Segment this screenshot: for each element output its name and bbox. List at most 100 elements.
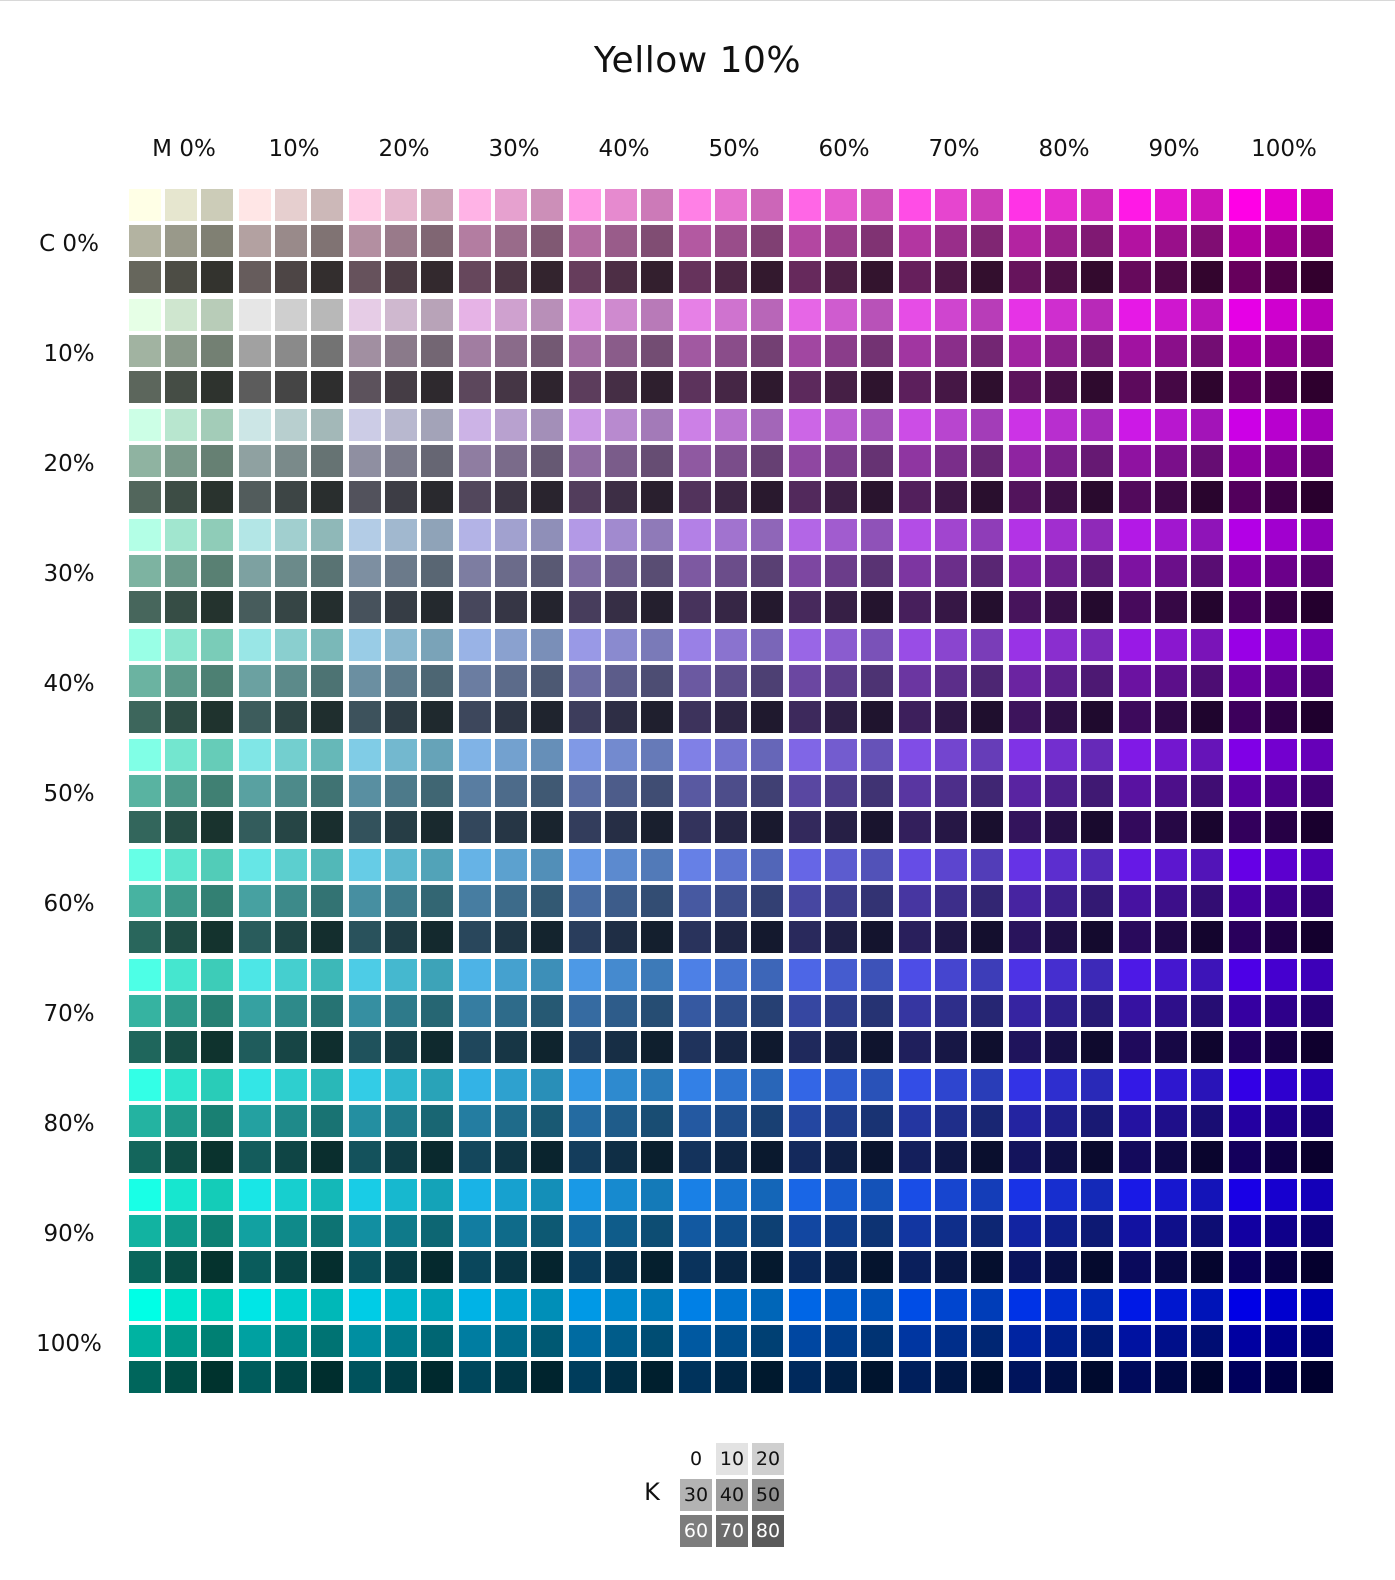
color-swatch xyxy=(899,629,931,661)
color-swatch xyxy=(861,371,893,403)
color-swatch xyxy=(239,481,271,513)
color-swatch xyxy=(129,1361,161,1393)
color-swatch xyxy=(971,811,1003,843)
color-swatch xyxy=(569,885,601,917)
color-swatch xyxy=(641,885,673,917)
color-swatch xyxy=(1155,1361,1187,1393)
color-swatch xyxy=(641,849,673,881)
color-swatch xyxy=(605,299,637,331)
color-swatch xyxy=(789,995,821,1027)
color-swatch xyxy=(1265,1289,1297,1321)
color-swatch xyxy=(1301,409,1333,441)
color-swatch xyxy=(569,299,601,331)
color-swatch xyxy=(1081,445,1113,477)
color-swatch xyxy=(1045,1179,1077,1211)
color-swatch xyxy=(349,775,381,807)
color-swatch xyxy=(1191,739,1223,771)
color-swatch xyxy=(641,1031,673,1063)
color-swatch xyxy=(349,1179,381,1211)
color-swatch xyxy=(1009,555,1041,587)
color-swatch xyxy=(679,1069,711,1101)
color-swatch xyxy=(459,591,491,623)
color-swatch xyxy=(459,1069,491,1101)
color-swatch xyxy=(129,921,161,953)
color-swatch xyxy=(679,481,711,513)
color-swatch xyxy=(1265,921,1297,953)
color-swatch xyxy=(239,1289,271,1321)
color-swatch xyxy=(495,371,527,403)
color-swatch xyxy=(1045,885,1077,917)
color-swatch xyxy=(899,299,931,331)
color-swatch xyxy=(899,1325,931,1357)
color-swatch xyxy=(385,519,417,551)
color-swatch xyxy=(459,261,491,293)
color-swatch xyxy=(311,849,343,881)
color-swatch xyxy=(349,739,381,771)
color-swatch xyxy=(1265,1361,1297,1393)
color-swatch xyxy=(1229,1179,1261,1211)
color-swatch xyxy=(385,921,417,953)
color-swatch xyxy=(751,371,783,403)
color-swatch xyxy=(349,225,381,257)
color-swatch xyxy=(789,885,821,917)
color-swatch xyxy=(201,445,233,477)
color-swatch xyxy=(1119,591,1151,623)
color-swatch xyxy=(789,1179,821,1211)
color-swatch xyxy=(311,775,343,807)
color-swatch xyxy=(129,885,161,917)
color-swatch xyxy=(679,299,711,331)
color-swatch xyxy=(165,1031,197,1063)
color-swatch xyxy=(715,591,747,623)
color-swatch xyxy=(1155,225,1187,257)
color-swatch xyxy=(861,555,893,587)
color-swatch xyxy=(1229,739,1261,771)
magenta-label: 60% xyxy=(818,136,870,162)
color-swatch xyxy=(789,701,821,733)
color-swatch xyxy=(531,1031,563,1063)
color-swatch xyxy=(459,1105,491,1137)
color-swatch xyxy=(459,1251,491,1283)
color-swatch xyxy=(1265,1325,1297,1357)
color-swatch xyxy=(201,739,233,771)
color-swatch xyxy=(1119,665,1151,697)
color-swatch xyxy=(165,959,197,991)
color-swatch xyxy=(789,225,821,257)
color-swatch xyxy=(715,481,747,513)
color-swatch xyxy=(1045,995,1077,1027)
color-swatch xyxy=(165,555,197,587)
color-swatch xyxy=(971,1069,1003,1101)
color-swatch xyxy=(421,1215,453,1247)
color-swatch xyxy=(1155,1141,1187,1173)
color-swatch xyxy=(825,371,857,403)
color-swatch xyxy=(239,409,271,441)
color-swatch xyxy=(825,995,857,1027)
color-swatch xyxy=(605,555,637,587)
color-swatch xyxy=(1009,481,1041,513)
color-swatch xyxy=(605,775,637,807)
color-swatch xyxy=(1191,1215,1223,1247)
color-swatch xyxy=(1045,445,1077,477)
color-swatch xyxy=(1229,995,1261,1027)
color-swatch xyxy=(1081,629,1113,661)
color-swatch xyxy=(971,959,1003,991)
color-swatch xyxy=(275,519,307,551)
color-swatch xyxy=(899,885,931,917)
color-swatch xyxy=(1081,189,1113,221)
page-title: Yellow 10% xyxy=(593,40,802,81)
color-swatch xyxy=(861,959,893,991)
color-swatch xyxy=(935,1251,967,1283)
color-swatch xyxy=(751,261,783,293)
color-swatch xyxy=(789,1325,821,1357)
color-swatch xyxy=(165,775,197,807)
color-swatch xyxy=(935,445,967,477)
color-swatch xyxy=(201,555,233,587)
color-swatch xyxy=(1155,775,1187,807)
color-swatch xyxy=(1301,885,1333,917)
magenta-label: 30% xyxy=(488,136,540,162)
color-swatch xyxy=(751,885,783,917)
color-swatch xyxy=(751,921,783,953)
color-swatch xyxy=(825,409,857,441)
color-swatch xyxy=(1265,555,1297,587)
color-swatch xyxy=(569,849,601,881)
color-swatch xyxy=(239,371,271,403)
